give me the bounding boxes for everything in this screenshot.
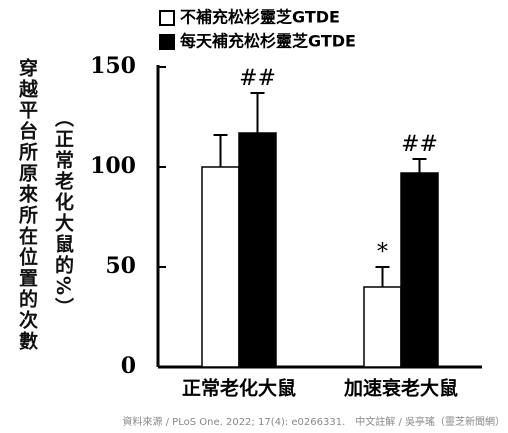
source-note: 資料來源 / PLoS One. 2022; 17(4): e0266331. … xyxy=(122,415,505,428)
bar xyxy=(400,172,439,368)
y-tick-label: 0 xyxy=(121,353,136,379)
y-tick-label: 50 xyxy=(105,253,136,279)
legend-swatch xyxy=(159,34,175,50)
annotation: ## xyxy=(401,132,438,157)
legend-swatch xyxy=(159,10,175,26)
annotation: ## xyxy=(239,66,276,91)
annotation: * xyxy=(377,240,388,265)
bar xyxy=(363,286,402,368)
bar xyxy=(201,166,240,368)
x-tick-label: 正常老化大鼠 xyxy=(182,377,296,400)
y-tick-label: 150 xyxy=(90,53,136,79)
legend-label: 每天補充松杉靈芝GTDE xyxy=(180,32,356,51)
x-tick-label: 加速衰老大鼠 xyxy=(343,377,458,400)
y-axis-label: 穿越平台所原來所在位置的次數 xyxy=(16,58,38,352)
bar xyxy=(238,132,277,368)
legend-label: 不補充松杉靈芝GTDE xyxy=(180,8,340,27)
y-tick-label: 100 xyxy=(90,153,136,179)
y-axis-sublabel: （正常老化大鼠的%） xyxy=(52,108,74,319)
